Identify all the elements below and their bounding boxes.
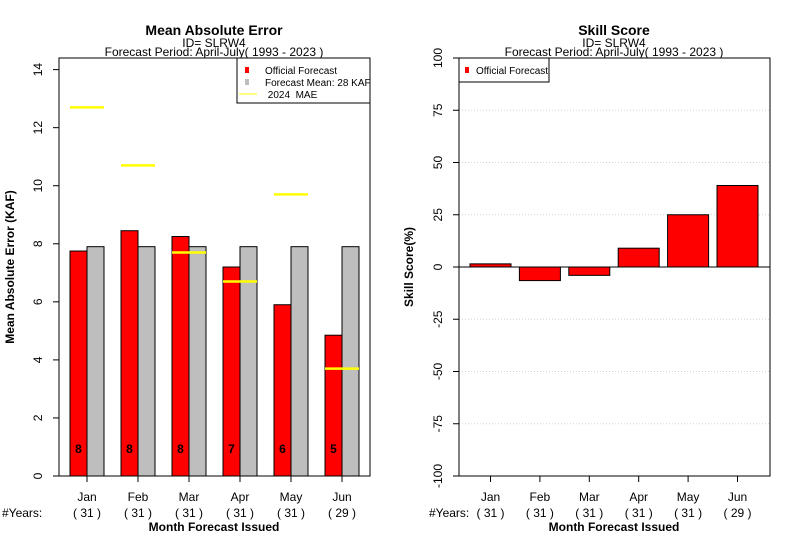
y-tick-label: 14	[31, 63, 45, 77]
y-tick-label: 12	[31, 121, 45, 135]
years-count-apr: ( 31 )	[226, 506, 254, 520]
y-tick-label: -50	[431, 363, 445, 381]
skill-bars	[469, 184, 759, 282]
bar-skill-may	[667, 214, 710, 268]
legend-label-official: Official Forecast	[265, 66, 337, 77]
skill-subtitle-id: ID= SLRW4	[582, 36, 646, 50]
bar-label-mar: 8	[177, 442, 184, 456]
skill-y-axis-label: Skill Score(%)	[402, 227, 416, 307]
bar-label-feb: 8	[126, 442, 133, 456]
bar-label-may: 6	[279, 442, 286, 456]
mae-title: Mean Absolute Error	[145, 22, 283, 38]
legend-swatch-official	[465, 67, 469, 73]
years-count-jun: ( 29 )	[723, 506, 751, 520]
x-tick-label-jun: Jun	[332, 490, 351, 504]
skill-years-label: #Years:	[429, 506, 469, 520]
legend-label-official: Official Forecast	[476, 66, 548, 77]
legend-swatch-official	[245, 67, 249, 73]
skill-legend: Official Forecast	[458, 57, 550, 83]
y-tick-label: -75	[431, 415, 445, 433]
y-tick-label: -100	[431, 464, 445, 488]
skill-x-axis-label: Month Forecast Issued	[549, 520, 680, 534]
bar-forecast-mean-jun	[341, 246, 360, 477]
x-tick-label-mar: Mar	[179, 490, 200, 504]
mae-bar-labels: 8 8 8 7 6 5	[75, 442, 337, 456]
years-count-may: ( 31 )	[277, 506, 305, 520]
y-tick-label: 50	[431, 156, 445, 170]
years-count-jun: ( 29 )	[328, 506, 356, 520]
bar-label-apr: 7	[228, 442, 235, 456]
skill-y-axis: -100 -75 -50 -25 0 25 50 75 100	[431, 48, 459, 488]
y-tick-label: 6	[31, 298, 45, 305]
bar-skill-apr	[617, 247, 660, 268]
y-tick-label: 4	[31, 356, 45, 363]
x-tick-label-jun: Jun	[728, 490, 747, 504]
mae-x-axis-label: Month Forecast Issued	[149, 520, 280, 534]
bar-skill-jun	[716, 184, 759, 268]
y-tick-label: 2	[31, 414, 45, 421]
bar-skill-jan	[469, 263, 512, 268]
years-count-feb: ( 31 )	[124, 506, 152, 520]
years-count-may: ( 31 )	[674, 506, 702, 520]
y-tick-label: 0	[31, 472, 45, 479]
years-count-jan: ( 31 )	[73, 506, 101, 520]
years-count-mar: ( 31 )	[575, 506, 603, 520]
y-tick-label: 75	[431, 103, 445, 117]
y-tick-label: 10	[31, 179, 45, 193]
x-tick-label-mar: Mar	[579, 490, 600, 504]
bar-skill-mar	[568, 266, 611, 276]
mae-2024-lines	[70, 106, 359, 370]
skill-x-axis: Jan ( 31 ) Feb ( 31 ) Mar ( 31 ) Apr ( 31 ) May (…	[476, 475, 752, 520]
x-tick-label-jan: Jan	[481, 490, 500, 504]
mae-bars	[69, 230, 360, 477]
legend-label-forecast-mean: Forecast Mean: 28 KAF	[265, 78, 371, 89]
x-tick-label-may: May	[677, 490, 700, 504]
legend-swatch-forecast-mean	[245, 79, 249, 85]
bar-forecast-mean-feb	[137, 246, 156, 477]
mae-x-axis: Jan ( 31 ) Feb ( 31 ) Mar ( 31 ) Apr ( 31 ) May (…	[73, 475, 356, 520]
years-count-apr: ( 31 )	[625, 506, 653, 520]
mae-plot-frame	[58, 57, 371, 477]
x-tick-label-may: May	[280, 490, 303, 504]
mae-y-axis: 0 2 4 6 8 10 12 14	[31, 63, 60, 479]
bar-label-jun: 5	[330, 442, 337, 456]
bar-label-jan: 8	[75, 442, 82, 456]
mae-legend: Official Forecast Forecast Mean: 28 KAF …	[236, 57, 371, 104]
bar-skill-feb	[518, 266, 561, 282]
x-tick-label-apr: Apr	[629, 490, 648, 504]
mae-subtitle-period: Forecast Period: April-July( 1993 - 2023…	[105, 45, 324, 59]
bar-forecast-mean-may	[290, 246, 309, 477]
mae-y-axis-label: Mean Absolute Error (KAF)	[3, 190, 17, 344]
skill-panel: Skill Score ID= SLRW4 Forecast Period: A…	[402, 22, 771, 534]
x-tick-label-feb: Feb	[530, 490, 551, 504]
mae-panel: Mean Absolute Error ID= SLRW4 Forecast P…	[2, 22, 371, 534]
years-count-jan: ( 31 )	[476, 506, 504, 520]
bar-forecast-mean-mar	[188, 246, 207, 477]
skill-subtitle-period: Forecast Period: April-July( 1993 - 2023…	[505, 45, 724, 59]
bar-official-mar	[171, 236, 190, 477]
y-tick-label: 100	[431, 48, 445, 68]
skill-title: Skill Score	[578, 22, 650, 38]
legend-label-2024-mae: 2024 MAE	[265, 90, 318, 101]
y-tick-label: 25	[431, 208, 445, 222]
bar-forecast-mean-jan	[86, 246, 105, 477]
mae-legend-box	[236, 57, 371, 104]
x-tick-label-jan: Jan	[77, 490, 96, 504]
x-tick-label-feb: Feb	[128, 490, 149, 504]
y-tick-label: -25	[431, 310, 445, 328]
years-count-feb: ( 31 )	[526, 506, 554, 520]
years-count-mar: ( 31 )	[175, 506, 203, 520]
y-tick-label: 8	[31, 240, 45, 247]
bar-official-feb	[120, 230, 139, 477]
skill-legend-box	[458, 57, 550, 83]
mae-years-label: #Years:	[2, 506, 42, 520]
x-tick-label-apr: Apr	[231, 490, 250, 504]
y-tick-label: 0	[431, 263, 445, 270]
mae-subtitle-id: ID= SLRW4	[182, 36, 246, 50]
